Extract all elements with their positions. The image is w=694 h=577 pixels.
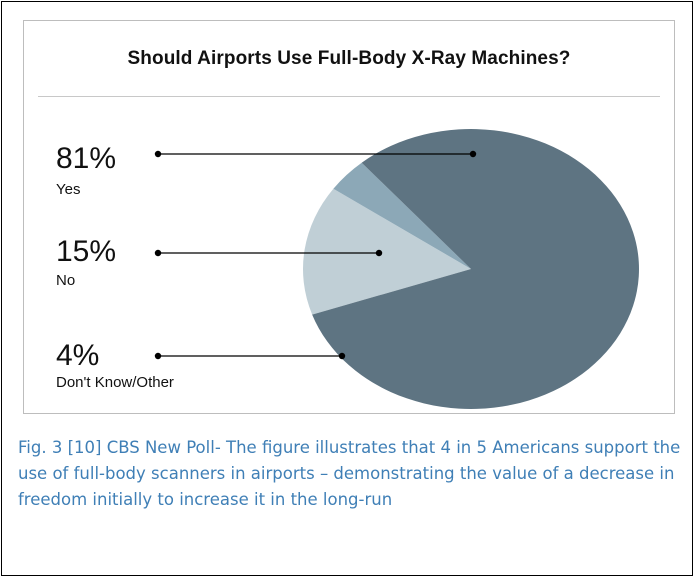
title-divider [38, 96, 660, 97]
callout-dot-no-end [375, 249, 383, 257]
chart-panel: Should Airports Use Full-Body X-Ray Mach… [23, 20, 675, 414]
pie-slice-no [302, 188, 471, 315]
category-label-no: No [56, 272, 75, 289]
pie-slice-yes [312, 129, 639, 410]
pie-slice-don-t-know-other [333, 162, 471, 269]
callout-dot-don-t-know-other-end [338, 352, 346, 360]
pie-slices [302, 129, 639, 410]
callout-dot-yes-start [154, 150, 162, 158]
pie-callouts [154, 150, 477, 360]
percent-label-yes: 81% [56, 142, 116, 175]
category-label-yes: Yes [56, 181, 80, 198]
percent-label-don-t-know-other: 4% [56, 339, 99, 372]
category-label-don-t-know-other: Don't Know/Other [56, 374, 174, 391]
figure-caption: Fig. 3 [10] CBS New Poll- The figure ill… [18, 438, 681, 509]
pie-labels: 81% Yes 15% No 4% Don't Know/Other [56, 142, 174, 391]
callout-dot-yes-end [469, 150, 477, 158]
chart-title: Should Airports Use Full-Body X-Ray Mach… [127, 48, 571, 69]
callout-dot-don-t-know-other-start [154, 352, 162, 360]
callout-dot-no-start [154, 249, 162, 257]
pie-chart: 81% Yes 15% No 4% Don't Know/Other [56, 129, 639, 410]
percent-label-no: 15% [56, 235, 116, 268]
